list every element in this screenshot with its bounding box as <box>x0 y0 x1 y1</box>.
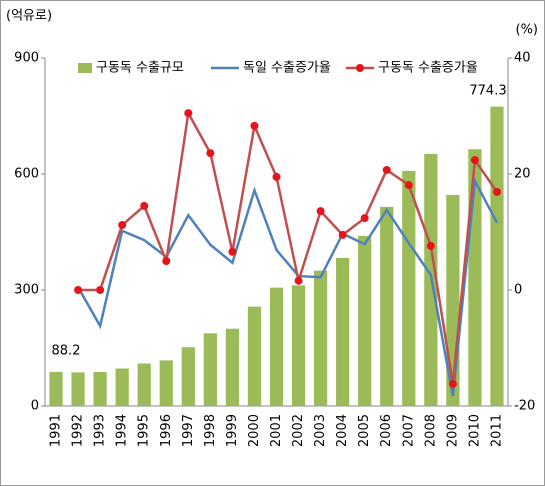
y-tick-label: 900 <box>14 51 39 66</box>
x-tick-label: 1994 <box>115 414 130 447</box>
marker <box>294 276 303 285</box>
bar <box>291 285 306 406</box>
y-tick-label: 300 <box>14 283 39 298</box>
legend-swatch <box>78 63 92 73</box>
marker <box>206 149 215 158</box>
bar <box>93 371 107 406</box>
legend-label: 구동독 수출규모 <box>96 61 184 76</box>
x-tick-label: 2010 <box>467 414 482 447</box>
bar <box>313 270 328 406</box>
x-tick-label: 2011 <box>489 414 504 447</box>
y2-tick-label: -20 <box>514 399 535 414</box>
x-tick-label: 2008 <box>423 414 438 447</box>
marker <box>118 221 127 230</box>
marker <box>426 241 435 250</box>
marker <box>492 187 501 196</box>
legend-label: 구동독 수출증가율 <box>378 61 478 76</box>
marker <box>404 181 413 190</box>
marker <box>162 257 171 265</box>
bar <box>49 371 63 406</box>
x-tick-label: 2006 <box>379 414 394 447</box>
x-tick-label: 2003 <box>313 414 328 447</box>
marker <box>272 172 281 181</box>
legend-marker <box>356 64 364 72</box>
x-tick-label: 1995 <box>137 414 152 447</box>
marker <box>448 379 457 388</box>
data-label: 88.2 <box>52 344 81 359</box>
x-tick-label: 1999 <box>225 414 240 447</box>
x-tick-label: 1997 <box>181 414 196 447</box>
bar <box>247 306 262 406</box>
y2-tick-label: 20 <box>514 167 531 182</box>
bar <box>358 235 372 406</box>
x-tick-label: 2000 <box>247 414 262 447</box>
bar <box>159 360 173 406</box>
bar <box>137 363 151 406</box>
bar <box>490 106 504 406</box>
marker <box>360 214 369 223</box>
x-tick-label: 1996 <box>159 414 174 447</box>
marker <box>470 156 479 165</box>
y-tick-label: 0 <box>31 399 39 414</box>
x-tick-label: 1993 <box>93 414 108 447</box>
marker <box>228 247 237 256</box>
y2-axis-unit: (%) <box>516 23 539 38</box>
marker <box>382 165 391 174</box>
marker <box>74 286 83 294</box>
x-tick-label: 1998 <box>203 414 218 447</box>
x-tick-label: 2001 <box>269 414 284 447</box>
y2-tick-label: 40 <box>514 51 531 66</box>
bar <box>336 257 350 406</box>
y-axis-unit: (억유로) <box>6 9 52 24</box>
y2-tick-label: 0 <box>514 283 522 298</box>
y-tick-label: 600 <box>14 167 39 182</box>
x-tick-label: 2004 <box>335 414 350 447</box>
line <box>78 109 499 385</box>
x-tick-label: 2009 <box>445 414 460 447</box>
bar <box>269 287 284 406</box>
marker <box>250 121 259 130</box>
legend-label: 독일 수출증가율 <box>243 61 331 76</box>
x-tick-label: 1992 <box>71 414 86 447</box>
bar <box>181 347 195 406</box>
marker <box>140 201 149 210</box>
marker <box>184 109 193 118</box>
bar <box>380 206 394 406</box>
x-tick-label: 2005 <box>357 414 372 447</box>
bar <box>225 328 240 406</box>
x-tick-label: 2007 <box>401 414 416 447</box>
x-tick-label: 2002 <box>291 414 306 447</box>
marker <box>316 207 325 216</box>
bar <box>71 372 85 406</box>
x-tick-label: 1991 <box>49 414 64 447</box>
marker <box>338 230 347 239</box>
data-label: 774.3 <box>469 84 506 99</box>
bar <box>115 368 129 406</box>
line <box>76 176 499 397</box>
marker <box>96 286 105 294</box>
bar <box>203 333 217 406</box>
bar <box>402 170 416 406</box>
